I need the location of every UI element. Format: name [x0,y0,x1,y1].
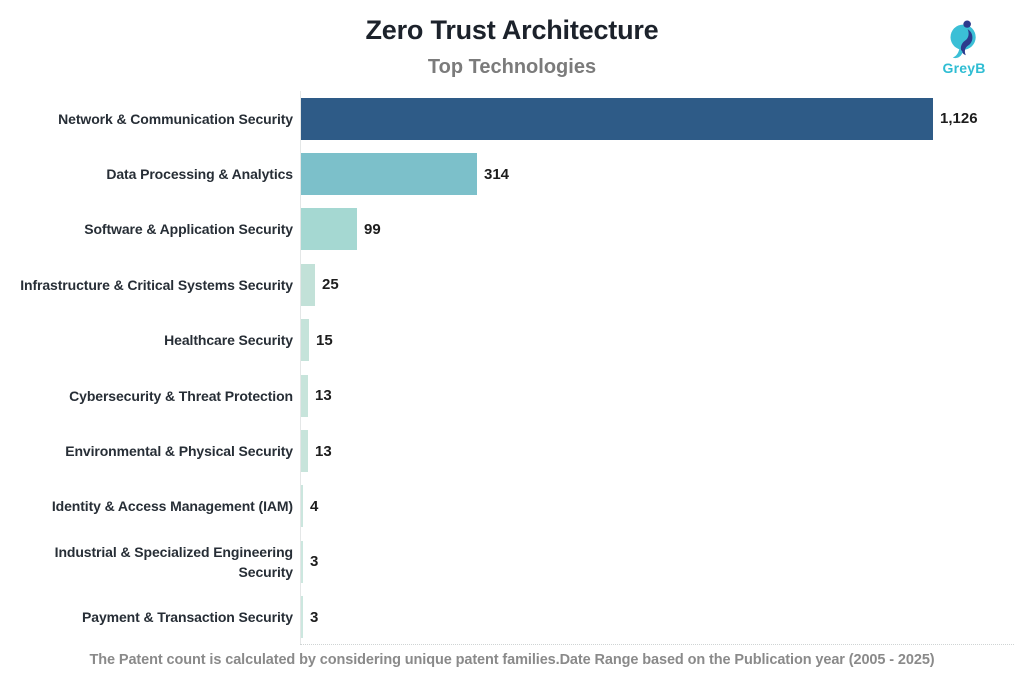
bar[interactable] [301,430,308,473]
bar-track: 3 [300,534,1014,590]
category-label: Environmental & Physical Security [65,443,293,460]
bar-row: Cybersecurity & Threat Protection 13 [0,367,1014,424]
bar-row: Software & Application Security 99 [0,201,1014,258]
bar-track: 1,126 [300,91,1014,147]
bar[interactable] [301,374,308,417]
category-label: Network & Communication Security [58,110,293,127]
bar-row: Healthcare Security 15 [0,312,1014,368]
value-label: 3 [310,553,319,571]
value-label: 15 [316,331,333,349]
bar-track: 314 [300,146,1014,202]
bar[interactable] [301,485,303,528]
bar-track: 25 [300,257,1014,313]
value-label: 13 [315,442,332,460]
bar-track: 15 [300,312,1014,368]
bar[interactable] [301,540,303,583]
category-label: Data Processing & Analytics [106,166,293,183]
bar-row: Payment & Transaction Security 3 [0,589,1014,645]
category-label: Cybersecurity & Threat Protection [69,387,293,404]
bar[interactable] [301,319,309,362]
bar[interactable] [301,596,303,639]
bar-track: 13 [300,367,1014,424]
bar[interactable] [301,153,477,196]
category-label: Identity & Access Management (IAM) [51,498,293,515]
bar-row: Network & Communication Security 1,126 [0,91,1014,147]
chart-subtitle: Top Technologies [427,56,597,78]
bar[interactable] [301,208,357,251]
bar-row: Industrial & Specialized Engineering Sec… [0,534,1014,590]
bar[interactable] [301,97,933,140]
bar-track: 3 [300,589,1014,645]
bar-track: 4 [300,478,1014,535]
category-label: Industrial & Specialized Engineering Sec… [54,543,293,580]
category-label: Payment & Transaction Security [82,609,293,626]
chart-title: Zero Trust Architecture [365,15,659,45]
greyb-logo-icon [950,20,976,59]
bar[interactable] [301,263,315,306]
value-label: 13 [315,387,332,405]
value-label: 1,126 [940,110,978,128]
greyb-logo: GreyB [930,18,998,76]
category-label: Infrastructure & Critical Systems Securi… [20,276,293,293]
bar-row: Environmental & Physical Security 13 [0,423,1014,479]
footnote: The Patent count is calculated by consid… [89,652,935,668]
plot-area: Network & Communication Security 1,126 Dat… [0,91,1014,645]
bar-row: Identity & Access Management (IAM) 4 [0,478,1014,535]
value-label: 3 [310,608,319,626]
value-label: 314 [484,165,510,183]
category-label: Software & Application Security [84,221,293,238]
bar-track: 99 [300,201,1014,258]
value-label: 4 [310,497,319,515]
category-label: Healthcare Security [164,332,293,349]
bar-row: Data Processing & Analytics 314 [0,146,1014,202]
bar-track: 13 [300,423,1014,479]
value-label: 25 [322,276,339,294]
bar-row: Infrastructure & Critical Systems Securi… [0,257,1014,313]
greyb-brand-text: GreyB [942,60,986,76]
value-label: 99 [364,220,381,238]
